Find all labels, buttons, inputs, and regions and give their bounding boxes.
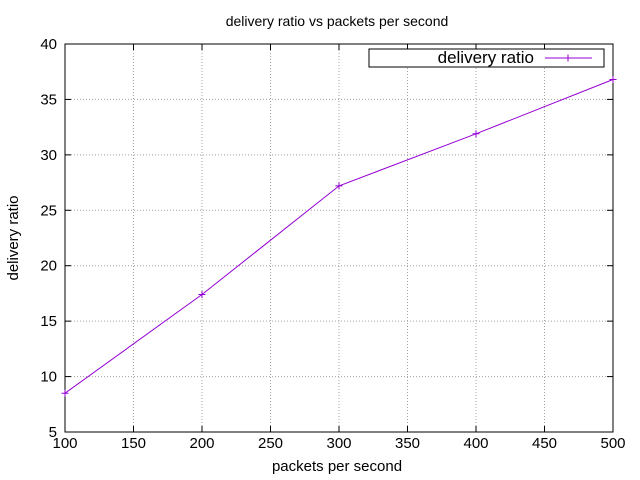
x-tick-label: 100 xyxy=(52,435,77,452)
y-tick-label: 25 xyxy=(40,202,57,219)
y-tick-label: 40 xyxy=(40,36,57,53)
y-axis-label: delivery ratio xyxy=(5,195,22,280)
y-tick-label: 5 xyxy=(49,424,57,441)
x-tick-label: 400 xyxy=(463,435,488,452)
x-axis-label: packets per second xyxy=(272,458,402,475)
x-tick-label: 450 xyxy=(532,435,557,452)
x-tick-label: 300 xyxy=(326,435,351,452)
legend: delivery ratio xyxy=(368,48,605,68)
data-point xyxy=(198,291,206,299)
y-tick-label: 20 xyxy=(40,258,57,275)
x-tick-label: 500 xyxy=(600,435,625,452)
x-axis-ticks: 100 150 200 250 300 350 400 450 500 xyxy=(52,44,626,452)
data-point xyxy=(609,75,617,83)
y-axis-ticks: 5 10 15 20 25 30 35 40 xyxy=(40,36,613,441)
data-point xyxy=(335,182,343,190)
y-tick-label: 10 xyxy=(40,369,57,386)
x-tick-label: 250 xyxy=(258,435,283,452)
x-tick-label: 150 xyxy=(121,435,146,452)
legend-box xyxy=(368,48,605,68)
grid-lines xyxy=(65,44,613,432)
y-tick-label: 30 xyxy=(40,147,57,164)
series-layer xyxy=(61,75,617,397)
data-point xyxy=(472,130,480,138)
legend-marker xyxy=(564,54,572,62)
x-tick-label: 200 xyxy=(189,435,214,452)
plot-frame xyxy=(64,43,614,433)
y-tick-label: 35 xyxy=(40,91,57,108)
chart-title: delivery ratio vs packets per second xyxy=(226,13,449,29)
x-tick-label: 350 xyxy=(395,435,420,452)
legend-label: delivery ratio xyxy=(438,48,534,67)
data-point xyxy=(61,389,69,397)
y-tick-label: 15 xyxy=(40,313,57,330)
